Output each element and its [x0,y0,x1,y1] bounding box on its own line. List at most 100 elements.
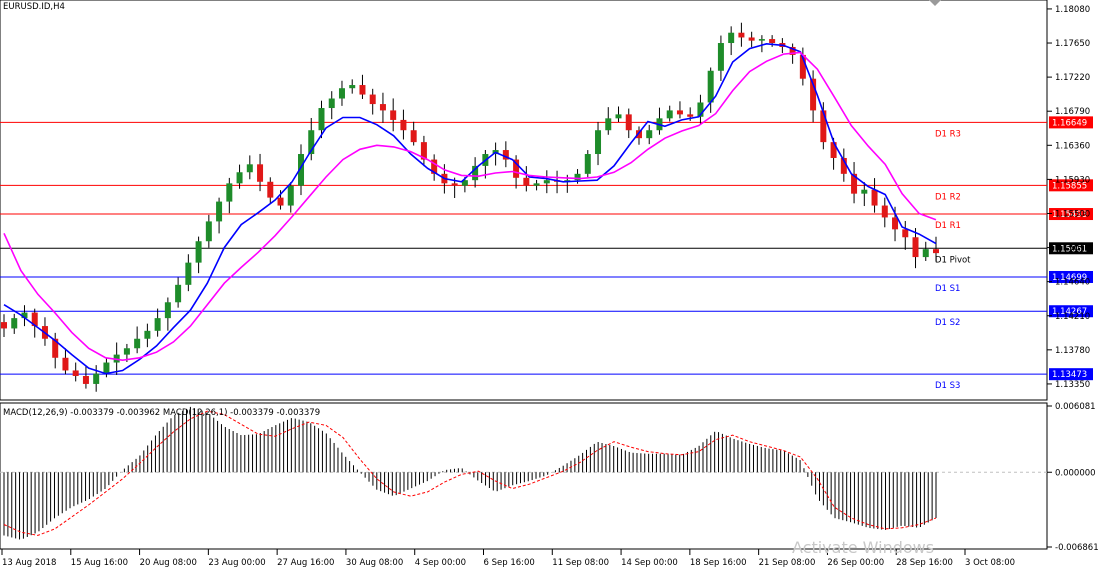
candle-body [216,201,223,222]
candle-body [697,102,704,117]
price-tick-label: 1.13780 [1055,346,1090,356]
time-tick-label: 21 Sep 08:00 [759,558,816,568]
candle-body [103,362,110,374]
candle-body [420,142,427,160]
candle-body [134,338,141,349]
time-tick-label: 15 Aug 16:00 [71,558,128,568]
time-tick-label: 23 Aug 00:00 [208,558,265,568]
time-tick-label: 30 Aug 08:00 [346,558,403,568]
candle-body [687,114,694,117]
candle-body [584,154,591,174]
level-price-box [1049,270,1093,283]
candle-body [359,85,366,95]
level-price-label: 1.14267 [1052,307,1087,317]
candle-body [246,164,253,173]
moving-averages [3,42,937,375]
candle-body [789,46,796,55]
candle-body [840,157,847,174]
candle-body [195,241,202,263]
candle-body [769,39,776,44]
candle-body [707,70,714,103]
level-price-label: 1.15855 [1052,181,1087,191]
candle-body [410,130,417,143]
candle-body [164,302,171,319]
candle-body [676,110,683,115]
candle-body [758,39,765,41]
candle-body [523,177,530,186]
candle-body [390,110,397,120]
candle-body [513,159,520,178]
macd-signal-line [3,410,937,536]
candle-body [871,189,878,206]
candle-body [349,85,356,89]
time-tick-label: 18 Sep 16:00 [690,558,747,568]
candle-body [595,130,602,155]
level-label: D1 R2 [935,192,961,202]
candle-body [226,183,233,202]
level-price-label: 1.13473 [1052,370,1087,380]
candle-body [625,114,632,131]
macd-axis: 0.006081 0.000000 -0.006861 [1047,402,1099,553]
candle-body [298,154,305,186]
candle-body [185,262,192,285]
candlesticks [1,22,939,392]
macd-tick-label: 0.006081 [1055,402,1096,412]
time-tick-label: 13 Aug 2018 [2,558,56,568]
price-tick-label: 1.16790 [1055,107,1090,117]
candle-body [205,221,212,242]
fast-ma-line [3,42,937,375]
candle-body [574,173,581,181]
candle-body [615,114,622,119]
macd-tick-label: 0.000000 [1055,468,1096,478]
candle-body [267,181,274,198]
level-price-label: 1.15061 [1052,244,1087,254]
candle-body [461,180,468,186]
time-tick-label: 27 Aug 16:00 [277,558,334,568]
macd-panel-frame [0,402,1048,550]
candle-body [933,249,939,254]
candle-body [922,249,929,258]
time-tick-label: 6 Sep 16:00 [484,558,535,568]
macd-label: MACD(12,26,9) -0.003379 -0.003962 MACD(1… [3,408,320,418]
candle-body [748,37,755,41]
candle-body [717,43,724,71]
level-price-label: 1.16649 [1052,118,1087,128]
candle-body [11,318,18,329]
candle-body [635,130,642,139]
level-price-label: 1.15493 [1052,210,1087,220]
candle-body [851,173,858,194]
macd-tick-label: -0.006861 [1055,543,1099,553]
candle-body [533,183,540,186]
candle-body [308,130,315,155]
candle-body [646,130,653,139]
time-tick-label: 3 Oct 08:00 [965,558,1015,568]
candle-body [72,370,79,377]
candle-body [912,237,919,258]
level-price-box [1049,116,1093,129]
candle-body [287,185,294,206]
candle-body [277,197,284,206]
candle-body [369,94,376,105]
chart-shift-marker-icon[interactable] [928,0,942,6]
candle-body [52,338,59,358]
candle-body [62,357,69,371]
level-price-box [1049,242,1093,255]
candle-body [400,119,407,131]
candle-body [820,110,827,143]
level-label: D1 S2 [935,318,960,328]
level-price-box [1049,368,1093,381]
candle-body [318,108,325,131]
level-label: D1 S1 [935,284,960,294]
candle-body [830,142,837,158]
price-tick-label: 1.15070 [1055,244,1090,254]
time-tick-label: 20 Aug 08:00 [140,558,197,568]
candle-body [144,330,151,339]
candle-body [892,217,899,230]
candle-body [605,118,612,131]
price-tick-label: 1.16360 [1055,141,1090,151]
candle-body [154,318,161,331]
candle-body [236,172,243,184]
candle-body [328,98,335,109]
time-tick-label: 28 Sep 16:00 [896,558,953,568]
